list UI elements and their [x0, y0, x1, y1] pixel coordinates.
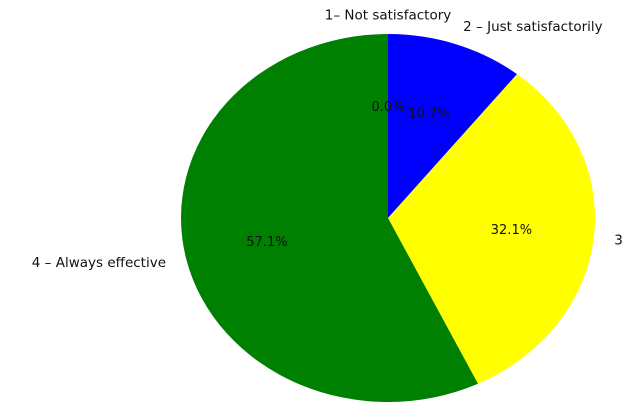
slice-label-1-not-satisfactory: 1– Not satisfactory — [325, 8, 452, 24]
pie-slices — [181, 34, 596, 402]
slice-label-4-always-effective: 4 – Always effective — [32, 255, 166, 271]
slice-label-3: 3 — [614, 233, 623, 249]
pct-label-1-not-satisfactory: 0.0% — [371, 100, 404, 115]
slice-labels: 1– Not satisfactory 2 – Just satisfactori… — [32, 8, 623, 272]
pct-label-2-just-satisfactorily: 10.7% — [408, 106, 449, 121]
pct-label-3: 32.1% — [491, 223, 532, 238]
percentage-labels: 0.0% 10.7% 32.1% 57.1% — [246, 100, 532, 250]
pct-label-4-always-effective: 57.1% — [246, 235, 287, 250]
slice-2-just-satisfactorily — [388, 34, 518, 218]
slice-3 — [388, 74, 596, 384]
slice-label-2-just-satisfactorily: 2 – Just satisfactorily — [463, 19, 603, 35]
slice-4-always-effective — [181, 34, 478, 402]
